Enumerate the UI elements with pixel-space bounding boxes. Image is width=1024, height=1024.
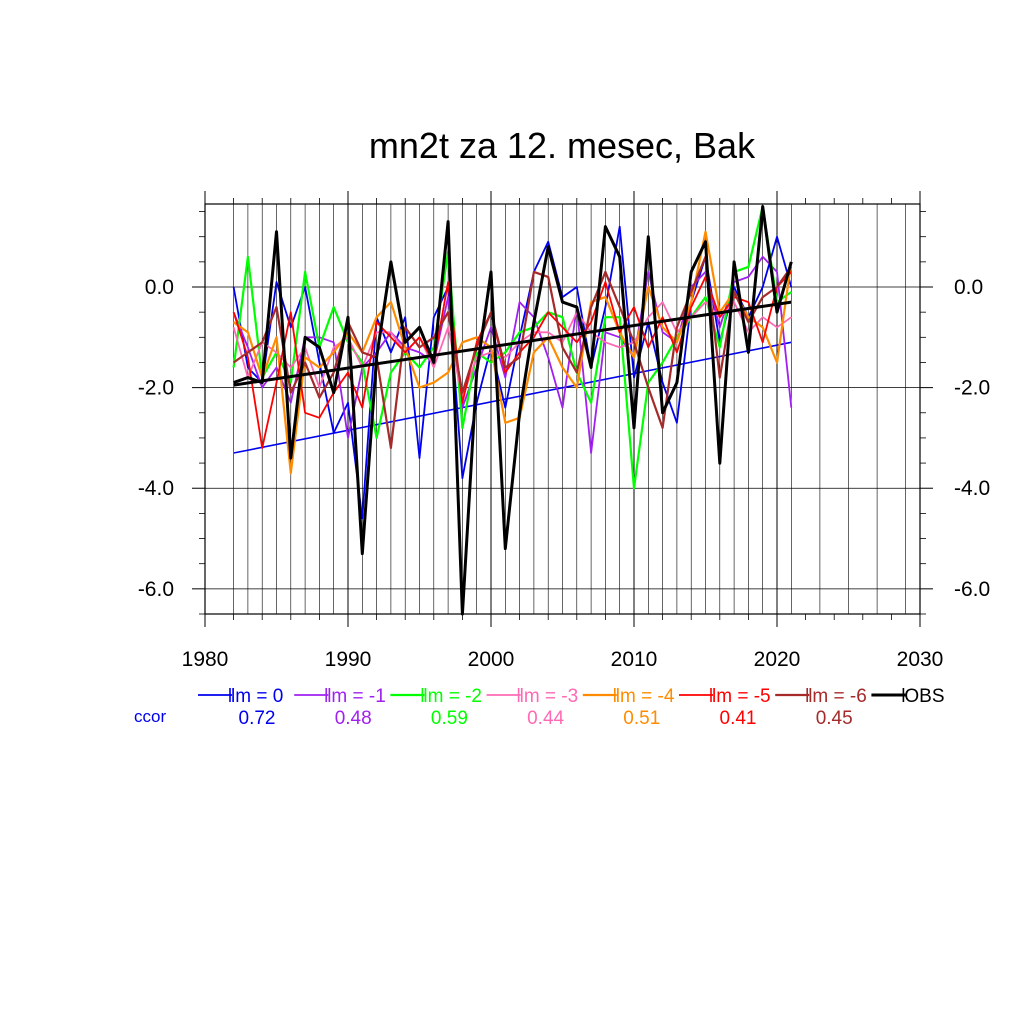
x-tick-label: 2020 bbox=[754, 648, 801, 671]
series-line-7 bbox=[232, 255, 793, 450]
y-tick-label-left: 0.0 bbox=[145, 276, 174, 299]
plot-area bbox=[232, 205, 793, 616]
legend-label: lm = -1 bbox=[327, 686, 386, 707]
series-group bbox=[232, 205, 793, 616]
y-tick-label-right: 0.0 bbox=[954, 276, 983, 299]
legend-ccor-value: 0.48 bbox=[335, 708, 372, 729]
chart-title: mn2t za 12. mesec, Bak bbox=[369, 125, 756, 166]
y-tick-label-left: -6.0 bbox=[138, 578, 174, 601]
legend-corr-label: ccor bbox=[134, 707, 166, 726]
legend-ccor-value: 0.51 bbox=[623, 708, 660, 729]
legend-label: lm = 0 bbox=[231, 686, 283, 707]
axes: 1980 1990 2000 2010 2020 2030 0.0 0.0 -2.0 -2.0 -4… bbox=[138, 191, 990, 671]
legend-label: lm = -3 bbox=[520, 686, 579, 707]
trend-line-1 bbox=[233, 341, 792, 454]
y-tick-label-left: -4.0 bbox=[138, 477, 174, 500]
y-tick-label-right: -6.0 bbox=[954, 578, 990, 601]
series-line-5 bbox=[232, 230, 793, 475]
trend-line-8 bbox=[233, 300, 792, 387]
y-tick-label-left: -2.0 bbox=[138, 377, 174, 400]
legend-ccor-value: 0.41 bbox=[720, 708, 757, 729]
legend-label: lm = -2 bbox=[423, 686, 482, 707]
legend-label: lm = -5 bbox=[712, 686, 771, 707]
x-tick-label: 1980 bbox=[182, 648, 229, 671]
x-tick-label: 2010 bbox=[611, 648, 658, 671]
plot-frame bbox=[204, 203, 921, 615]
legend: ccor lm = 00.72 lm = -10.48 lm = -20.59 lm =… bbox=[134, 686, 945, 729]
legend-label: lm = -6 bbox=[808, 686, 867, 707]
x-tick-label: 1990 bbox=[325, 648, 372, 671]
legend-ccor-value: 0.45 bbox=[816, 708, 853, 729]
y-tick-label-right: -2.0 bbox=[954, 377, 990, 400]
series-line-2 bbox=[232, 255, 793, 454]
legend-label: OBS bbox=[904, 686, 944, 707]
legend-ccor-value: 0.44 bbox=[527, 708, 564, 729]
legend-label: lm = -4 bbox=[616, 686, 675, 707]
x-tick-label: 2000 bbox=[468, 648, 515, 671]
x-tick-label: 2030 bbox=[897, 648, 944, 671]
y-tick-label-right: -4.0 bbox=[954, 477, 990, 500]
legend-ccor-value: 0.72 bbox=[239, 708, 276, 729]
legend-ccor-value: 0.59 bbox=[431, 708, 468, 729]
